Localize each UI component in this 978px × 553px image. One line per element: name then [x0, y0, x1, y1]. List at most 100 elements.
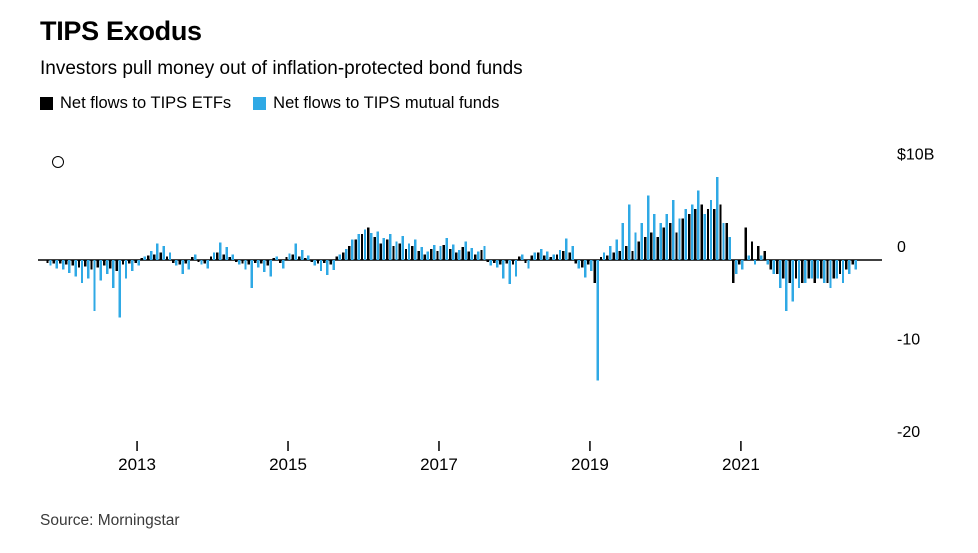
mutual-fund-bar: [791, 260, 794, 302]
etf-bar: [782, 260, 785, 279]
etf-bar: [354, 239, 357, 260]
mutual-fund-bar: [546, 251, 549, 261]
mutual-fund-bar: [835, 260, 838, 279]
etf-bar: [316, 260, 320, 264]
etf-bar: [580, 260, 584, 268]
mutual-fund-bar: [590, 260, 593, 272]
etf-bar: [650, 232, 653, 260]
y-axis-label: -20: [897, 424, 920, 441]
etf-bar: [115, 260, 118, 272]
etf-bar: [656, 236, 659, 261]
mutual-fund-bar: [370, 233, 373, 260]
etf-bar: [681, 218, 684, 261]
etf-bar: [398, 243, 401, 260]
mutual-fund-bar: [665, 213, 669, 260]
circle-control[interactable]: [52, 156, 64, 168]
etf-bar: [172, 260, 175, 263]
mutual-fund-bar: [187, 260, 191, 270]
mutual-fund-bar: [615, 239, 618, 260]
mutual-fund-bar: [766, 260, 769, 265]
etf-bar: [442, 245, 445, 260]
mutual-fund-bar: [93, 260, 96, 311]
etf-bar: [599, 257, 603, 260]
mutual-fund-bar: [256, 260, 260, 268]
mutual-fund-bar: [175, 260, 178, 266]
mutual-fund-bar: [502, 260, 505, 279]
mutual-fund-bar: [678, 218, 681, 261]
etf-bar: [379, 243, 383, 260]
mutual-fund-bar: [804, 260, 807, 284]
etf-bar: [448, 248, 452, 260]
etf-bar: [436, 250, 439, 260]
etf-bar: [241, 260, 244, 264]
mutual-fund-bar: [483, 246, 486, 261]
mutual-fund-bar: [816, 260, 820, 279]
etf-bar: [757, 246, 760, 261]
etf-bar: [373, 236, 376, 261]
etf-bar: [775, 260, 779, 274]
etf-bar: [725, 223, 729, 260]
mutual-fund-bar: [137, 260, 140, 266]
y-axis-label: 0: [897, 239, 906, 256]
y-axis-label: $10B: [897, 147, 934, 164]
etf-bar: [348, 246, 351, 261]
mutual-fund-bar: [565, 238, 568, 260]
etf-bar: [826, 260, 829, 284]
etf-bar: [109, 260, 112, 269]
mutual-fund-bar: [646, 195, 650, 260]
etf-bar: [77, 260, 81, 268]
mutual-fund-bar: [162, 246, 165, 261]
mutual-fund-bar: [332, 260, 335, 271]
mutual-fund-bar: [495, 260, 499, 268]
mutual-fund-bar: [753, 260, 757, 265]
mutual-fund-bar: [275, 256, 279, 260]
etf-bar: [568, 252, 571, 260]
mutual-fund-bar: [238, 260, 241, 265]
etf-bar: [417, 250, 420, 260]
etf-bar: [58, 260, 62, 264]
mutual-fund-bar: [810, 260, 813, 279]
mutual-fund-bar: [112, 260, 115, 288]
etf-bar: [518, 256, 521, 260]
mutual-fund-bar: [143, 256, 147, 260]
etf-bar: [719, 204, 722, 260]
etf-bar: [713, 209, 716, 261]
mutual-fund-bar: [458, 249, 461, 260]
mutual-fund-bar: [709, 199, 713, 261]
etf-bar: [121, 260, 125, 265]
mutual-fund-bar: [760, 255, 763, 261]
mutual-fund-bar: [282, 260, 285, 269]
mutual-fund-bar: [250, 260, 253, 288]
etf-bar: [631, 250, 634, 260]
etf-bar: [624, 246, 628, 261]
page-title: TIPS Exodus: [40, 16, 202, 46]
etf-bar: [555, 254, 559, 260]
etf-bar: [71, 260, 74, 266]
x-axis-label: 2021: [722, 455, 760, 474]
mutual-fund-bar: [841, 260, 845, 284]
etf-bar: [279, 260, 282, 263]
mutual-fund-bar: [527, 260, 530, 269]
etf-bar: [801, 260, 804, 284]
etf-bar: [272, 258, 276, 260]
mutual-fund-bar: [778, 260, 782, 288]
etf-bar: [486, 260, 489, 262]
mutual-fund-bar: [357, 234, 360, 260]
etf-bar: [455, 252, 458, 260]
x-axis-label: 2017: [420, 455, 458, 474]
etf-bar: [310, 260, 313, 262]
mutual-fund-bar: [395, 241, 398, 260]
mutual-fund-bar: [558, 249, 562, 260]
mutual-fund-bar: [401, 235, 404, 260]
etf-bar: [845, 260, 848, 270]
etf-bar: [197, 260, 200, 262]
mutual-fund-bar: [539, 248, 543, 260]
mutual-fund-bar: [338, 254, 342, 260]
mutual-fund-bar: [697, 190, 700, 261]
mutual-fund-bar: [376, 231, 379, 260]
mutual-fund-bar: [319, 260, 323, 272]
mutual-fund-bar: [231, 254, 235, 260]
etf-bar: [84, 260, 87, 267]
